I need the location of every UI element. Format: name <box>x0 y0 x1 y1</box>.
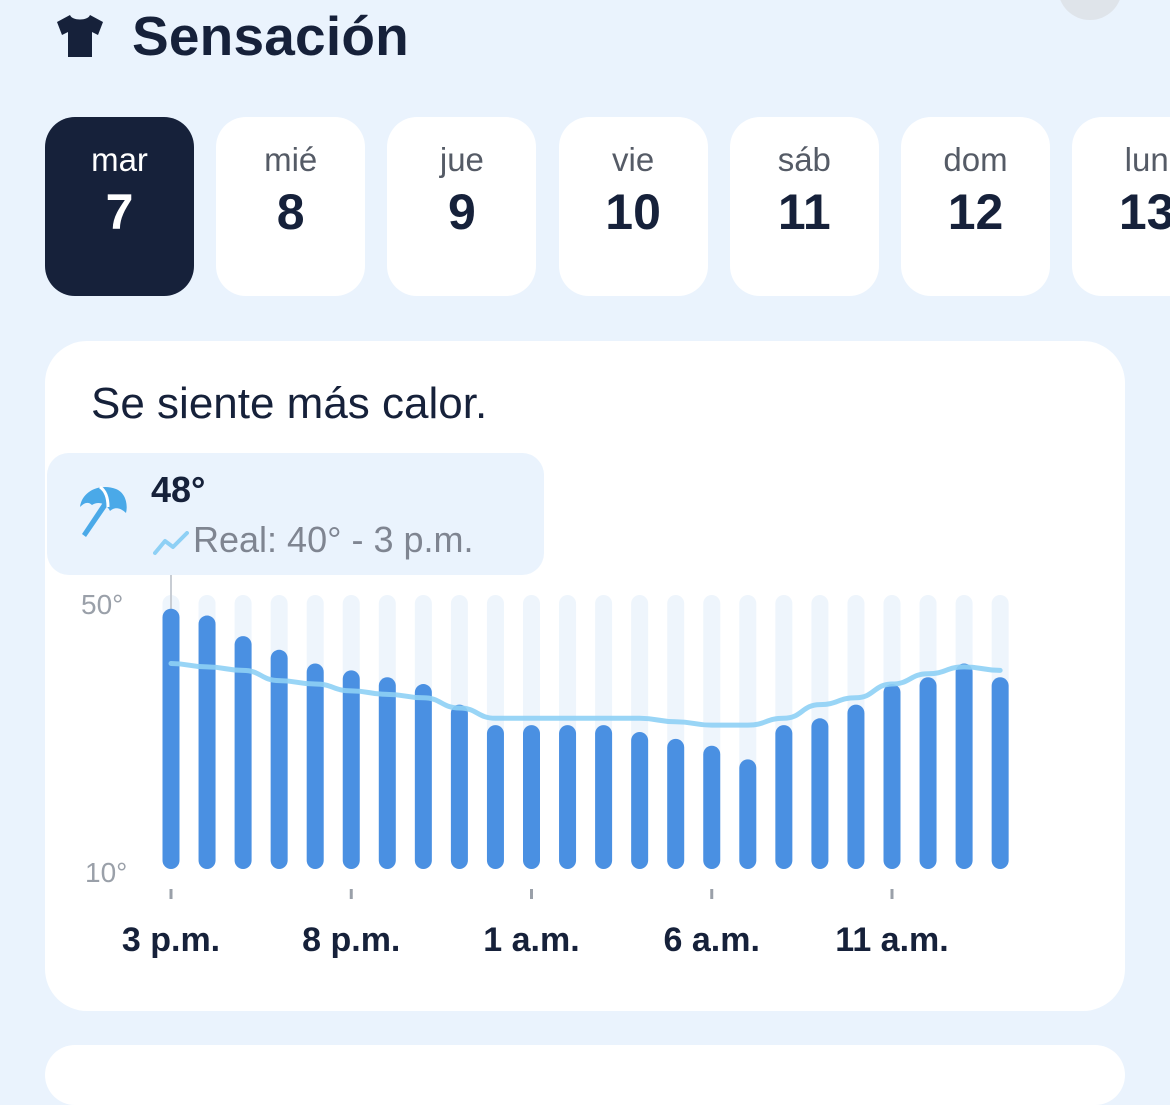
day-name: mié <box>264 141 318 178</box>
day-tab-sáb[interactable]: sáb 11 <box>729 117 879 296</box>
feels-like-bar[interactable] <box>486 725 504 869</box>
day-name: lun <box>1124 141 1169 178</box>
day-name: mar <box>91 141 148 178</box>
umbrella-icon <box>74 483 128 544</box>
feels-like-bar[interactable] <box>991 677 1009 869</box>
feels-like-bar[interactable] <box>270 649 288 869</box>
feels-like-bar[interactable] <box>847 704 865 869</box>
tshirt-icon <box>54 13 106 59</box>
day-number: 7 <box>105 184 134 240</box>
day-tab-dom[interactable]: dom 12 <box>901 117 1050 296</box>
feels-like-value: 48° <box>151 469 206 510</box>
y-tick-label-top: 50° <box>81 589 123 620</box>
real-temperature-text: Real: 40° - 3 p.m. <box>193 519 474 560</box>
top-right-button[interactable] <box>1058 0 1122 20</box>
feels-like-bar[interactable] <box>414 684 432 869</box>
feels-like-bar[interactable] <box>198 615 216 869</box>
feels-like-bar[interactable] <box>595 725 613 869</box>
real-temperature-line <box>168 661 1003 728</box>
feels-like-bar[interactable] <box>450 704 468 869</box>
feels-like-bar[interactable] <box>739 759 757 869</box>
feels-like-bar[interactable] <box>378 677 396 869</box>
feels-like-bar[interactable] <box>667 738 685 869</box>
feels-like-bar[interactable] <box>919 677 937 869</box>
feels-like-bar[interactable] <box>559 725 577 869</box>
feels-like-bar[interactable] <box>775 725 793 869</box>
feels-like-bar[interactable] <box>306 663 324 870</box>
feels-like-bar[interactable] <box>811 718 829 869</box>
day-number: 11 <box>777 184 831 240</box>
selected-point-tooltip: 48° Real: 40° - 3 p.m. <box>47 453 544 575</box>
day-tab-jue[interactable]: jue 9 <box>387 117 537 296</box>
day-name: sáb <box>777 141 831 178</box>
day-tab-vie[interactable]: vie 10 <box>558 117 708 296</box>
feels-like-card: Se siente más calor. 50° 10° 3 p.m. 8 p.m… <box>45 341 1125 1011</box>
x-tick-label: 11 a.m. <box>835 921 948 959</box>
day-tab-mié[interactable]: mié 8 <box>216 117 366 296</box>
card-subtitle: Se siente más calor. <box>91 379 488 428</box>
day-name: jue <box>439 141 484 178</box>
day-name: vie <box>612 141 655 178</box>
day-tab-mar[interactable]: mar 7 <box>45 117 194 296</box>
feels-like-bar[interactable] <box>162 608 180 869</box>
feels-like-chart[interactable]: 50° 10° 3 p.m. 8 p.m. 1 a.m. 6 a.m. 11 a.m. <box>45 341 1125 1011</box>
feels-like-bar[interactable] <box>955 663 973 870</box>
feels-like-bar[interactable] <box>342 670 360 869</box>
feels-like-bar[interactable] <box>234 636 252 869</box>
feels-like-bar[interactable] <box>631 732 649 869</box>
day-tab-lun[interactable]: lun 13 <box>1072 117 1170 296</box>
day-number: 9 <box>447 184 476 240</box>
page-header: Sensación <box>54 5 409 67</box>
day-number: 12 <box>947 184 1004 240</box>
feels-like-bar[interactable] <box>883 684 901 869</box>
day-number: 8 <box>276 184 305 240</box>
next-card <box>45 1045 1125 1105</box>
y-tick-label-bottom: 10° <box>85 857 127 888</box>
x-tick-label: 1 a.m. <box>483 921 579 959</box>
page-title: Sensación <box>132 5 409 67</box>
day-number: 13 <box>1118 184 1170 240</box>
x-tick-label: 8 p.m. <box>302 921 400 959</box>
x-tick-label: 3 p.m. <box>122 921 220 959</box>
day-name: dom <box>943 141 1008 178</box>
trend-line-icon <box>153 531 189 562</box>
feels-like-bar[interactable] <box>703 745 721 869</box>
x-tick-label: 6 a.m. <box>664 921 760 959</box>
feels-like-bar[interactable] <box>523 725 540 869</box>
day-number: 10 <box>605 184 661 240</box>
